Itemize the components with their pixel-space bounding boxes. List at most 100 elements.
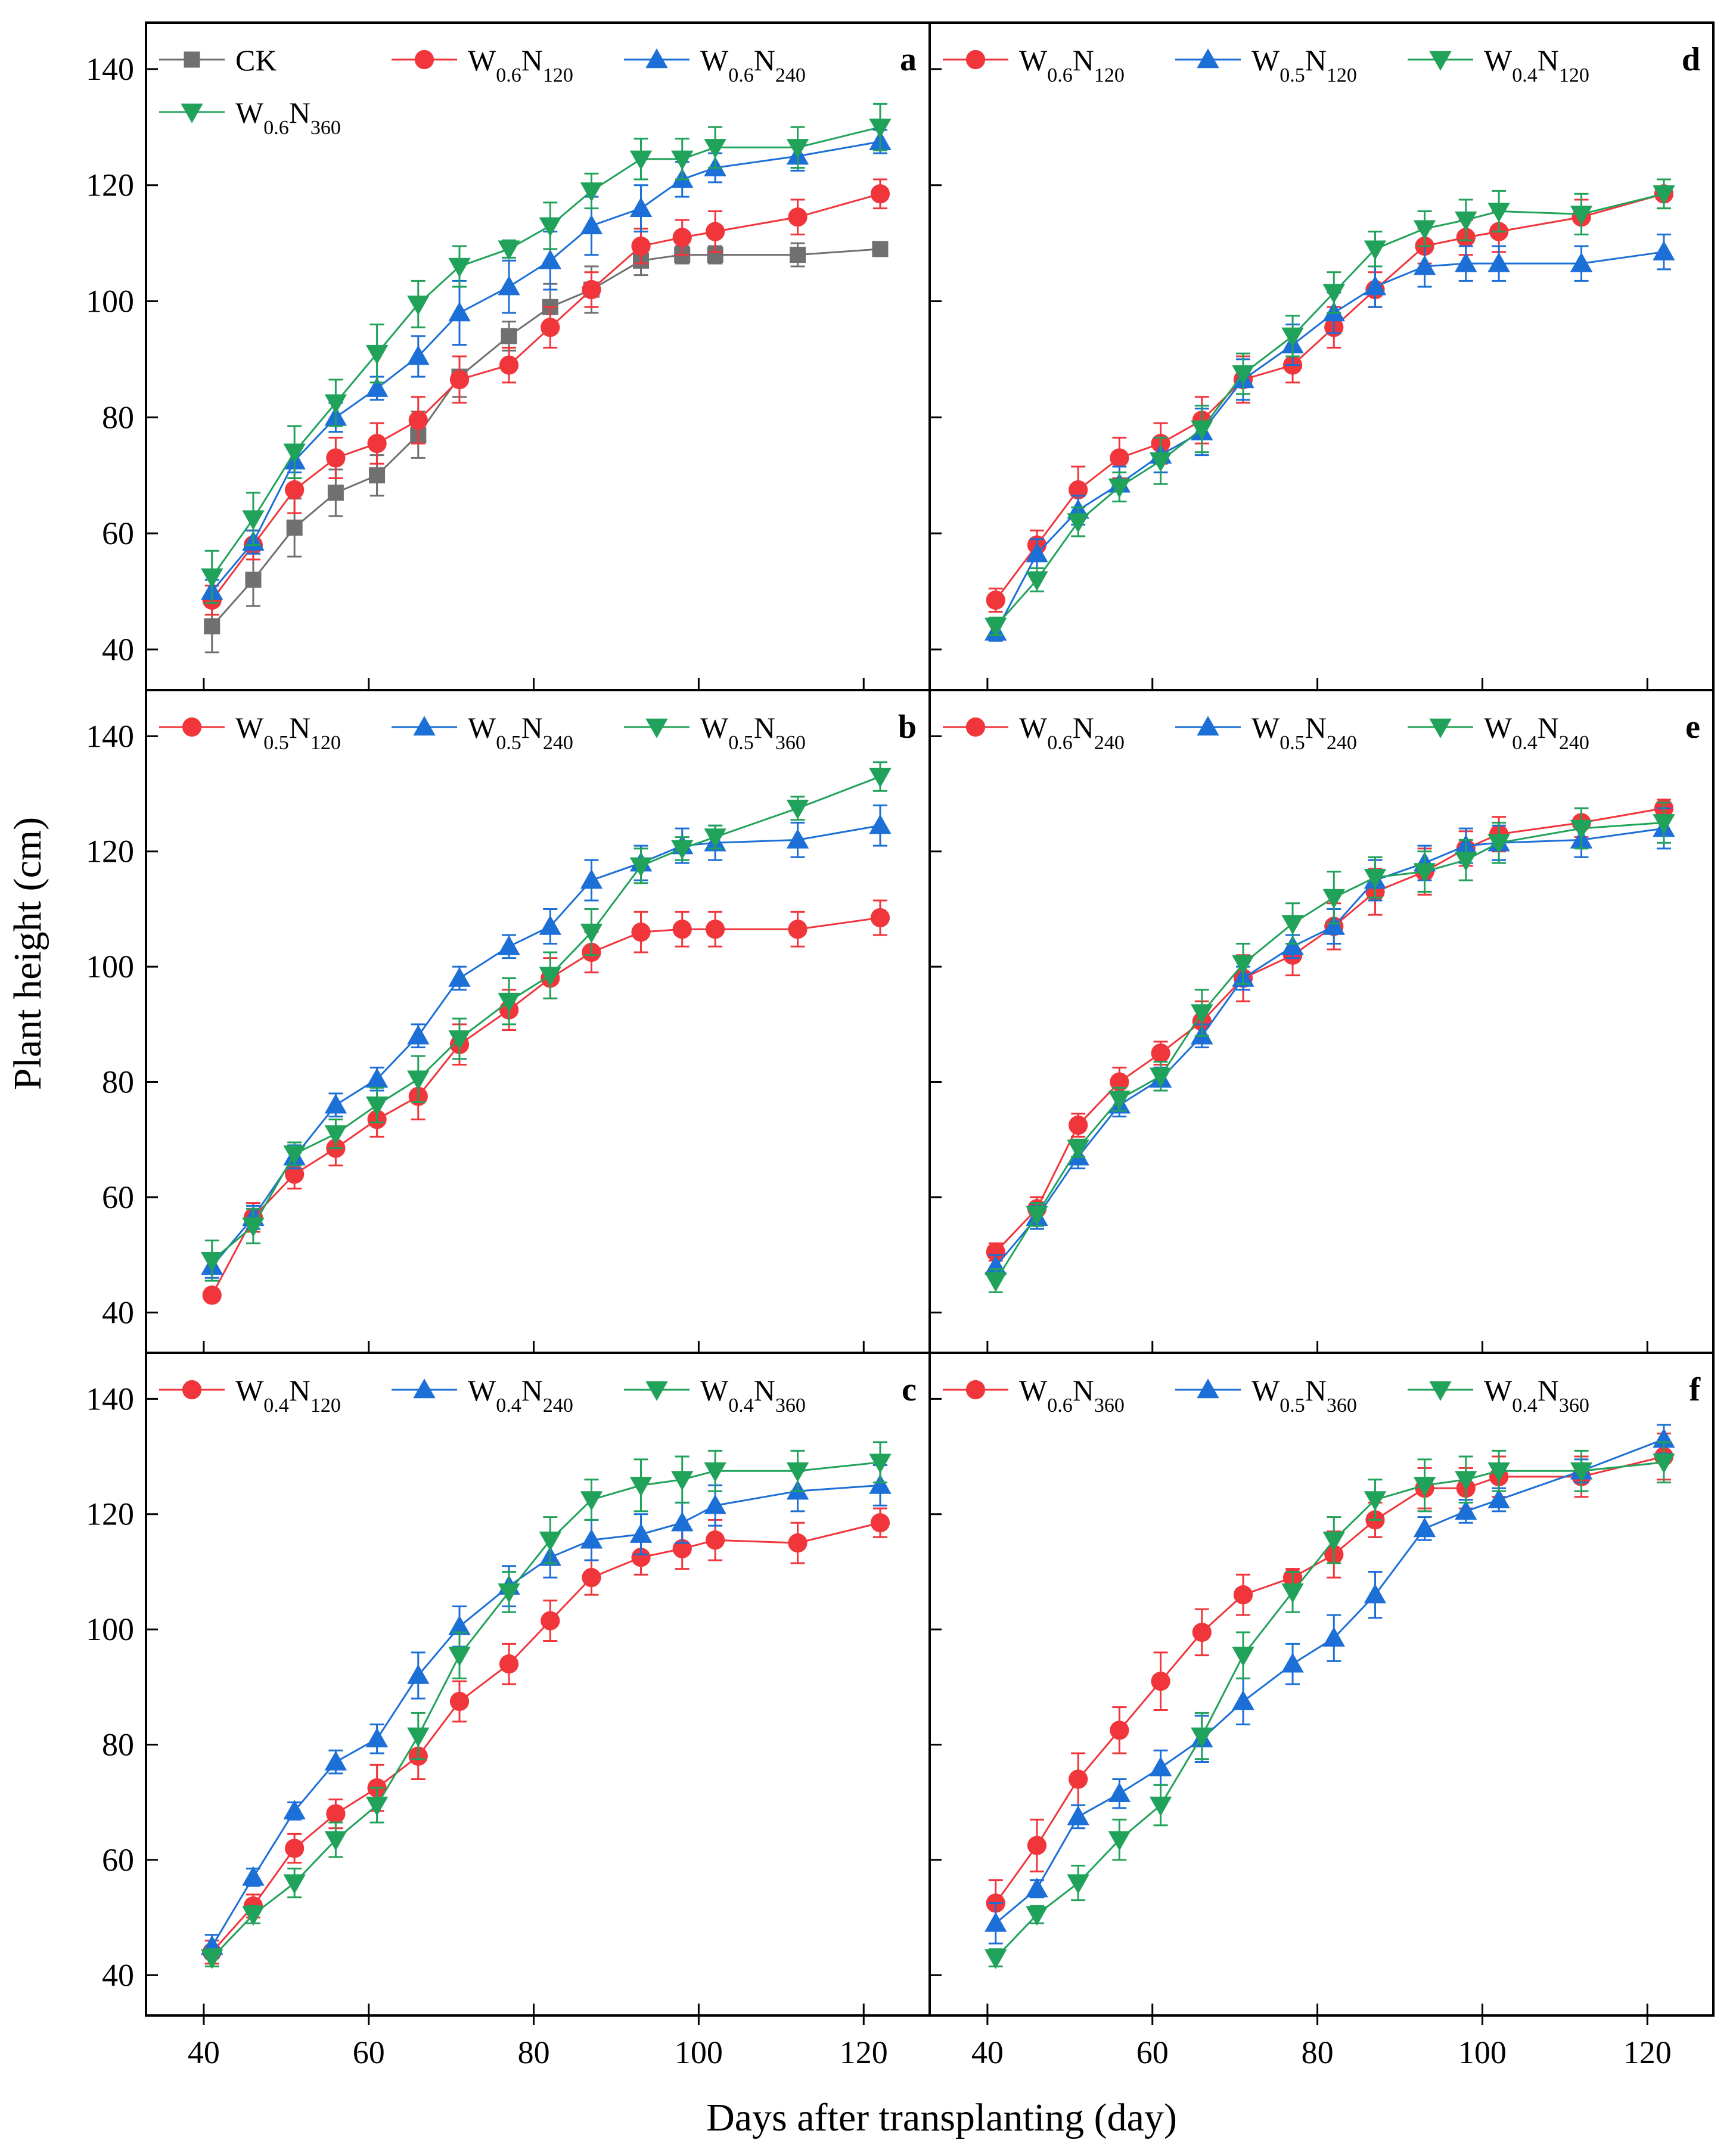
data-point xyxy=(1281,915,1304,935)
y-axis-title: Plant height (cm) xyxy=(6,817,49,1090)
data-point xyxy=(705,1530,725,1550)
data-point xyxy=(201,568,223,588)
data-point xyxy=(539,249,561,269)
legend-label: W0.5N120 xyxy=(1251,44,1357,86)
data-point xyxy=(448,257,471,278)
data-point xyxy=(407,1070,430,1091)
x-tick-label: 100 xyxy=(1458,2035,1507,2070)
data-point xyxy=(1455,1471,1477,1491)
data-point xyxy=(788,920,808,939)
y-tick-label: 60 xyxy=(102,1179,134,1215)
data-point xyxy=(407,1727,430,1747)
data-point xyxy=(499,1654,519,1674)
data-point xyxy=(1364,1491,1387,1511)
data-point xyxy=(786,139,809,159)
legend-label: W0.5N360 xyxy=(1251,1374,1357,1417)
x-axis-title: Days after transplanting (day) xyxy=(706,2096,1177,2139)
data-point xyxy=(1455,1500,1477,1520)
panel-e: e W0.6N240 W0.5N240 W0.4N240 xyxy=(930,709,1700,1353)
legend-marker xyxy=(1197,48,1219,69)
data-point xyxy=(498,240,520,260)
legend: W0.6N240 W0.5N240 W0.4N240 xyxy=(943,711,1589,754)
data-point xyxy=(407,296,430,316)
data-point xyxy=(449,1691,470,1712)
data-point xyxy=(631,1548,651,1567)
data-point xyxy=(407,1664,430,1684)
data-point xyxy=(408,411,428,430)
y-tick-label: 140 xyxy=(86,1381,134,1417)
data-point xyxy=(498,992,520,1013)
panel-label: d xyxy=(1682,41,1700,78)
y-tick-label: 40 xyxy=(102,632,134,667)
data-point xyxy=(367,433,387,454)
data-point xyxy=(1149,452,1172,473)
data-point xyxy=(582,279,601,300)
data-point xyxy=(580,869,603,889)
legend-label: W0.4N360 xyxy=(700,1374,806,1417)
data-point xyxy=(1149,1067,1172,1088)
legend-label: W0.6N240 xyxy=(700,44,806,86)
data-point xyxy=(498,935,520,955)
data-point xyxy=(790,247,806,263)
panel-d: d W0.6N120 W0.5N120 W0.4N120 xyxy=(930,41,1700,690)
data-point xyxy=(629,150,653,170)
data-point xyxy=(1570,819,1593,840)
data-point xyxy=(501,328,517,344)
legend-label: W0.5N360 xyxy=(700,711,806,754)
data-point xyxy=(1110,1072,1129,1092)
data-point xyxy=(365,377,389,397)
y-tick-label: 80 xyxy=(102,1064,134,1100)
data-point xyxy=(448,1647,471,1667)
x-tick-label: 60 xyxy=(353,2035,385,2070)
data-point xyxy=(788,207,808,227)
data-point xyxy=(242,1866,265,1886)
data-point xyxy=(1281,1653,1304,1673)
data-point xyxy=(869,768,892,788)
y-tick-label: 60 xyxy=(102,1842,134,1878)
data-point xyxy=(283,1145,306,1166)
data-point xyxy=(201,1251,223,1272)
data-point xyxy=(786,799,809,819)
data-point xyxy=(985,1272,1007,1292)
data-point xyxy=(365,1796,389,1816)
data-point xyxy=(1108,1831,1131,1851)
data-point xyxy=(1455,851,1477,871)
legend-marker xyxy=(182,1380,202,1400)
data-point xyxy=(629,197,653,217)
data-point xyxy=(704,828,726,849)
data-point xyxy=(580,1529,603,1549)
data-point xyxy=(869,814,892,834)
x-tick-label: 120 xyxy=(840,2035,888,2070)
data-point xyxy=(326,448,346,468)
data-point xyxy=(1027,1836,1047,1855)
data-point xyxy=(869,1474,892,1494)
data-point xyxy=(1364,868,1387,889)
panel-b: b 40 60 80 100 120 140 W0.5N120 W0.5N240 W0.5N360 xyxy=(86,709,917,1353)
data-point xyxy=(539,217,561,237)
data-point xyxy=(1026,1906,1048,1926)
data-point xyxy=(407,1024,430,1045)
data-point xyxy=(1069,1115,1088,1135)
data-point xyxy=(1192,1622,1212,1642)
data-point xyxy=(1322,1531,1345,1551)
data-point xyxy=(283,443,306,464)
data-point xyxy=(285,480,305,500)
data-point xyxy=(1233,1585,1253,1605)
data-point xyxy=(1322,284,1345,304)
data-point xyxy=(1110,1720,1129,1740)
legend-label: W0.6N120 xyxy=(1019,44,1125,86)
series-2 xyxy=(201,1441,892,1970)
y-tick-label: 40 xyxy=(102,1957,134,1993)
data-point xyxy=(671,150,694,170)
legend-marker xyxy=(1197,716,1219,736)
data-point xyxy=(1191,420,1213,440)
data-point xyxy=(1067,513,1089,533)
legend-label: CK xyxy=(235,44,277,77)
data-point xyxy=(327,485,344,501)
data-point xyxy=(448,302,471,322)
legend-marker xyxy=(965,49,986,70)
data-point xyxy=(449,369,470,390)
legend: W0.5N120 W0.5N240 W0.5N360 xyxy=(159,711,806,754)
